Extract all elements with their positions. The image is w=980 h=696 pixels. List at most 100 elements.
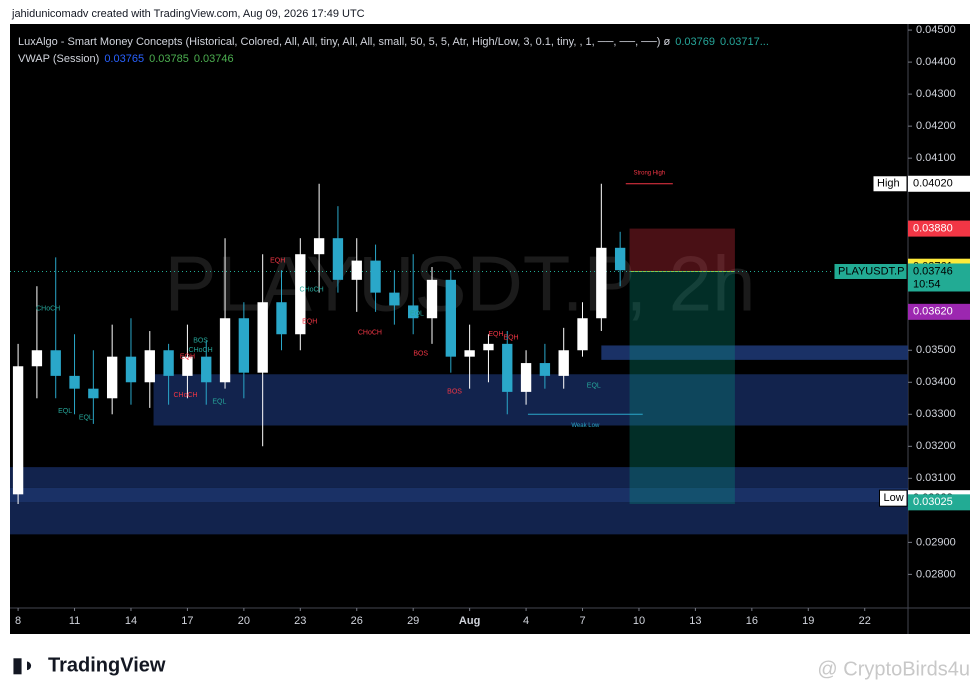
price-label: 0.03746 [913,265,953,277]
indicator-value: 0.03717... [720,36,769,48]
y-tick-label: 0.02800 [916,568,956,580]
smc-annotation: EQH [302,318,317,325]
credit: jahidunicomadv created with TradingView.… [11,8,365,20]
candle-body [201,356,212,383]
smc-annotation: CHoCH [36,305,60,312]
price-tag-box [879,489,908,507]
indicator-value: 0.03765 [104,53,144,65]
candle-body [50,350,61,376]
smc-annotation: EQL [212,398,226,405]
indicator-legend: LuxAlgo - Smart Money Concepts (Historic… [18,36,769,48]
candle-body [558,350,569,376]
price-label-box [908,494,970,511]
candle-body [125,356,137,383]
x-tick-label: 7 [579,615,585,627]
y-tick-label: 0.04500 [916,24,956,36]
x-tick-label: 14 [125,615,137,627]
indicator-value: 0.03785 [149,53,189,65]
candle-body [520,363,532,392]
candle-body [426,279,438,319]
smc-annotation: CHoCH [300,286,324,293]
y-tick-label: 0.03400 [916,376,956,388]
y-tick-label: 0.04400 [916,56,956,68]
smc-annotation: EQH [180,354,195,361]
target-zone [629,271,735,504]
price-countdown: 10:54 [913,278,941,290]
candle-body [69,375,80,389]
candle-body [219,318,231,383]
order-block [10,502,908,535]
indicator-value: 0.03746 [194,53,234,65]
y-tick-label: 0.04200 [916,120,956,132]
level-label: Strong High [633,170,665,176]
x-tick-label: 11 [69,615,80,627]
smc-annotation: EQL [58,408,72,415]
smc-annotation: CHoCH [173,392,197,399]
candle-body [408,305,419,319]
brand-logo: ▮◗ [12,654,35,676]
smc-annotation: BOS [193,337,208,344]
price-label-box [908,220,970,237]
candle-body [144,350,155,383]
smc-annotation: EQH [270,257,285,264]
candle-body [12,366,24,495]
price-tag: Low [884,492,904,504]
candle-body [577,318,588,351]
price-label-box [908,175,970,192]
candle-body [88,388,99,399]
candle-body [106,356,118,399]
price-label-box [908,263,970,292]
y-tick-label: 0.03500 [916,344,956,356]
indicator-legend: VWAP (Session) 0.03765 0.03785 0.03746 [18,53,234,65]
candle-body [31,350,43,367]
smc-annotation: EQH [488,331,503,338]
candle-body [295,254,306,335]
candle-body [370,260,381,293]
candle-body [276,302,287,335]
x-tick-label: 29 [407,615,419,627]
candle-body [539,363,551,376]
x-tick-label: 16 [746,615,758,627]
order-block [10,487,908,503]
stop-zone [629,228,735,272]
x-tick-label: 20 [238,615,250,627]
candle-body [182,356,193,376]
candle-body [257,302,268,373]
x-tick-label: 10 [633,615,645,627]
y-tick-label: 0.04100 [916,152,956,164]
candle-body [483,343,494,351]
x-tick-label: 19 [802,615,814,627]
price-label: 0.03025 [913,496,953,508]
price-label: 0.03620 [913,306,953,318]
y-tick-label: 0.02900 [916,536,956,548]
candle-body [445,279,456,357]
indicator-label: LuxAlgo - Smart Money Concepts (Historic… [18,36,670,48]
watermark-credit: @ CryptoBirds4u [817,658,970,680]
x-tick-label: 26 [351,615,363,627]
price-tag-box [833,262,908,280]
x-tick-label: 17 [181,615,193,627]
smc-annotation: EQL [587,382,601,389]
candle-body [614,247,626,271]
smc-annotation: CHoCH [358,329,382,336]
chart-background [10,24,970,634]
y-tick-label: 0.03100 [916,472,956,484]
x-tick-label: Aug [459,615,480,627]
smc-annotation: EQL [79,414,93,421]
brand: TradingView [48,654,166,676]
smc-annotation: BOS [447,389,462,396]
price-tag: High [877,178,900,190]
indicator-value: 0.03769 [675,36,715,48]
level-label: Weak Low [571,423,600,429]
indicator-label: VWAP (Session) [18,53,99,65]
smc-annotation: EQL [410,310,424,317]
candle-body [389,292,400,306]
y-tick-label: 0.04300 [916,88,956,100]
smc-annotation: BOS [413,350,428,357]
price-label-box [908,303,970,320]
x-tick-label: 8 [15,615,21,627]
x-tick-label: 22 [859,615,871,627]
candle-body [313,238,325,255]
